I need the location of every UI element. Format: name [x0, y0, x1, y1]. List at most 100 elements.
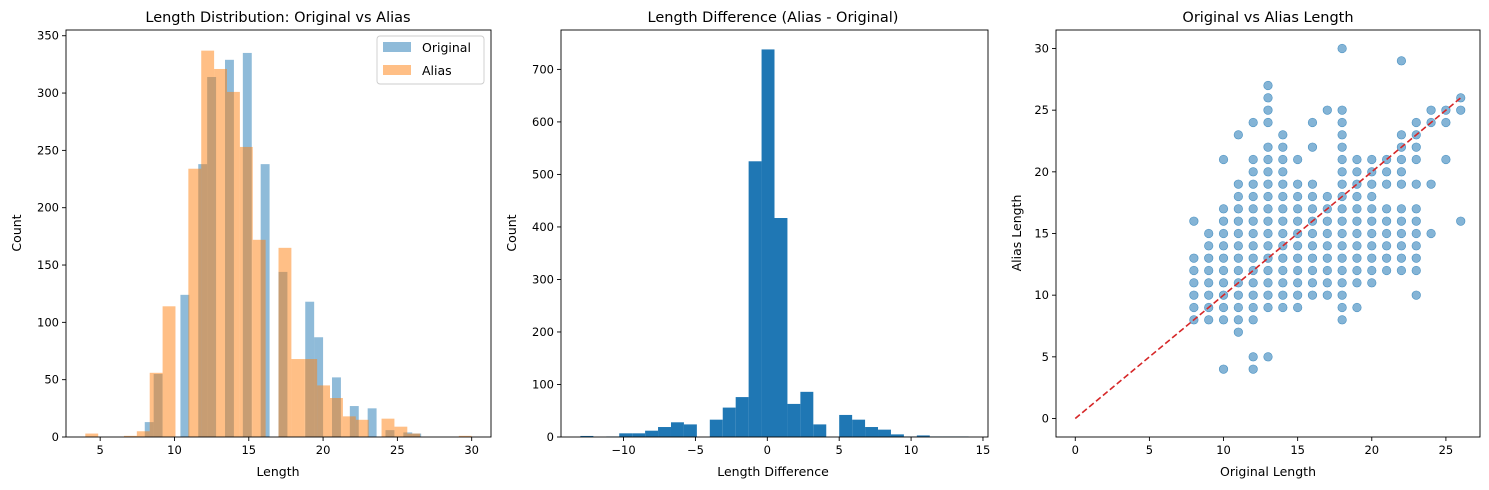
chart1-y-tick-label: 300	[37, 86, 59, 100]
chart2-bar	[761, 49, 775, 437]
chart2-y-ticks: 0 100 200 300 400 500 600 700	[532, 62, 561, 444]
chart3-point	[1263, 105, 1273, 115]
chart1-y-tick-label: 100	[37, 315, 59, 329]
chart3-point	[1307, 265, 1318, 276]
chart3-point	[1278, 130, 1288, 140]
chart3-point	[1263, 80, 1273, 91]
chart3-point	[1293, 290, 1303, 300]
chart3-point	[1218, 315, 1229, 325]
chart1-bar-alias	[394, 426, 408, 437]
chart3-point	[1204, 278, 1214, 288]
chart3-y-tick-label: 20	[1034, 165, 1049, 179]
chart1-x-tick-label: 10	[167, 443, 182, 457]
chart3-point	[1263, 167, 1273, 177]
chart3-point	[1441, 154, 1451, 165]
chart3-point	[1411, 216, 1421, 226]
chart3-point	[1411, 241, 1421, 251]
chart3-point	[1293, 265, 1303, 276]
chart1-x-tick-label: 20	[316, 443, 331, 457]
chart3-point	[1411, 117, 1421, 128]
chart3-point	[1352, 216, 1362, 226]
chart1-x-label: Length	[256, 464, 299, 479]
chart1-bar-original	[367, 408, 377, 437]
chart2-x-tick-label: 10	[904, 443, 919, 457]
chart1-bar-alias	[278, 247, 292, 437]
chart3-point	[1278, 204, 1288, 214]
chart2-x-label: Length Difference	[717, 464, 829, 479]
chart1-bar-alias	[458, 435, 472, 437]
chart3-point	[1396, 167, 1407, 177]
chart1-y-label: Count	[9, 214, 24, 251]
chart3-y-tick-label: 25	[1034, 103, 1049, 117]
chart1-bar-alias	[201, 50, 215, 437]
chart3-point	[1248, 154, 1258, 165]
chart3-x-tick-label: 20	[1364, 443, 1379, 457]
panel-length-difference: Length Difference (Alias - Original) −10…	[504, 10, 990, 479]
chart3-point	[1263, 216, 1273, 226]
chart3-point	[1248, 191, 1258, 202]
chart3-point	[1189, 290, 1199, 300]
chart2-y-tick-label: 500	[532, 167, 554, 181]
legend-label-original: Original	[422, 40, 471, 55]
chart3-point	[1278, 191, 1288, 202]
chart1-axes-frame	[65, 29, 492, 438]
chart3-point	[1396, 56, 1407, 66]
chart3-point	[1337, 179, 1347, 189]
chart3-x-tick-label: 10	[1216, 443, 1231, 457]
chart2-x-tick-label: 0	[764, 443, 771, 457]
chart3-point	[1204, 315, 1214, 325]
chart3-point	[1307, 204, 1318, 214]
chart3-point	[1218, 265, 1229, 276]
chart1-y-tick-label: 0	[52, 430, 59, 444]
chart3-point	[1263, 117, 1273, 128]
chart3-point	[1263, 265, 1273, 276]
chart3-point	[1352, 302, 1362, 313]
chart2-bar	[852, 419, 866, 437]
chart3-point	[1248, 167, 1258, 177]
chart3-point	[1411, 265, 1421, 276]
chart2-y-tick-label: 300	[532, 272, 554, 286]
legend-label-alias: Alias	[422, 63, 452, 78]
chart3-point	[1293, 302, 1303, 313]
chart2-y-tick-label: 700	[532, 62, 554, 76]
chart3-point	[1248, 241, 1258, 251]
chart3-y-tick-label: 0	[1042, 412, 1049, 426]
chart1-bar-alias	[252, 239, 266, 437]
chart3-point	[1278, 154, 1288, 165]
chart3-point	[1337, 302, 1347, 313]
chart3-point	[1293, 154, 1303, 165]
chart3-point	[1411, 142, 1421, 152]
chart3-point	[1307, 241, 1318, 251]
chart2-y-tick-label: 0	[547, 430, 554, 444]
chart2-bar	[580, 435, 594, 437]
chart1-y-tick-label: 50	[44, 373, 59, 387]
chart3-point	[1233, 191, 1243, 202]
chart3-title: Original vs Alias Length	[1182, 10, 1353, 26]
chart3-point	[1396, 265, 1407, 276]
chart1-bar-alias	[407, 433, 421, 437]
chart3-point	[1426, 179, 1436, 189]
chart3-point	[1278, 142, 1288, 152]
chart3-point	[1367, 191, 1377, 202]
chart3-point	[1367, 228, 1377, 239]
chart3-point	[1293, 216, 1303, 226]
chart3-point	[1233, 315, 1243, 325]
chart3-point	[1233, 290, 1243, 300]
chart3-point	[1293, 204, 1303, 214]
chart3-point	[1278, 253, 1288, 263]
chart2-bar	[748, 161, 762, 437]
chart3-point	[1396, 228, 1407, 239]
chart3-point	[1396, 154, 1407, 165]
chart3-axes-frame	[1055, 29, 1481, 438]
chart3-point	[1218, 241, 1229, 251]
chart2-bar	[658, 427, 671, 437]
chart3-point	[1263, 142, 1273, 152]
chart2-x-ticks: −10 −5 0 5 10 15	[611, 437, 990, 457]
chart3-point	[1382, 253, 1392, 263]
chart3-point	[1307, 228, 1318, 239]
chart3-point	[1293, 179, 1303, 189]
chart3-point	[1204, 253, 1214, 263]
chart3-point	[1307, 117, 1318, 128]
chart3-point	[1337, 315, 1347, 325]
